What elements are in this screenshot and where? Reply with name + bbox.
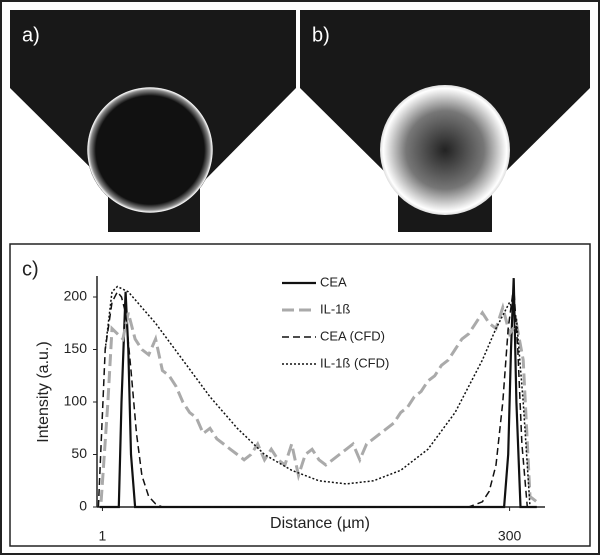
series-line <box>104 285 531 508</box>
wall <box>492 88 590 232</box>
panel-b: b) <box>300 10 590 232</box>
x-tick-label: 1 <box>99 528 107 544</box>
legend-label: IL-1ß (CFD) <box>320 355 389 370</box>
droplet <box>87 87 213 213</box>
panel-label: b) <box>312 24 330 46</box>
wall <box>200 88 296 232</box>
panel-label: c) <box>22 258 39 280</box>
legend-label: IL-1ß <box>320 301 350 316</box>
y-tick-label: 150 <box>64 340 88 356</box>
panel-label: a) <box>22 24 40 46</box>
legend-label: CEA (CFD) <box>320 328 385 343</box>
y-tick-label: 200 <box>64 288 88 304</box>
series-line <box>99 278 537 509</box>
wall <box>300 88 398 232</box>
series-line <box>97 286 529 508</box>
droplet <box>380 85 510 215</box>
legend-label: CEA <box>320 274 347 289</box>
y-tick-label: 100 <box>64 393 88 409</box>
x-axis-label: Distance (µm) <box>270 515 370 532</box>
panel-a: a) <box>10 10 296 232</box>
y-tick-label: 0 <box>79 498 87 514</box>
y-axis-label: Intensity (a.u.) <box>35 341 52 442</box>
wall <box>10 88 108 232</box>
chart-frame <box>9 243 591 547</box>
series-line <box>99 302 538 503</box>
y-tick-label: 50 <box>71 445 87 461</box>
x-tick-label: 300 <box>498 528 522 544</box>
